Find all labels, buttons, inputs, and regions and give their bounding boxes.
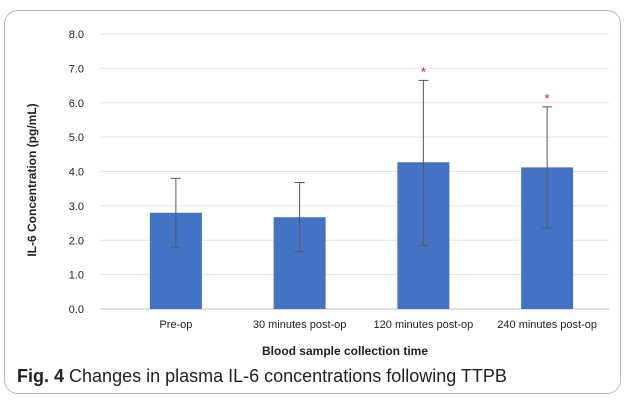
y-tick-label: 6.0 [69, 98, 84, 110]
y-tick-label: 0.0 [69, 304, 84, 316]
x-axis-title: Blood sample collection time [262, 344, 428, 358]
y-tick-label: 7.0 [69, 63, 84, 75]
y-axis-title: IL-6 Concentration (pg/mL) [25, 103, 39, 256]
figure-caption-text: Changes in plasma IL-6 concentrations fo… [69, 366, 507, 386]
x-tick-label: 30 minutes post-op [253, 319, 347, 331]
y-tick-labels: 0.0 1.0 2.0 3.0 4.0 5.0 6.0 7.0 8.0 [69, 29, 84, 316]
y-tick-label: 5.0 [69, 132, 84, 144]
bars [150, 162, 573, 309]
x-tick-label: 120 minutes post-op [374, 319, 474, 331]
significance-marker: * [421, 64, 426, 79]
x-tick-label: 240 minutes post-op [497, 319, 597, 331]
y-tick-label: 2.0 [69, 235, 84, 247]
significance-markers: ** [421, 64, 550, 105]
error-bars [171, 80, 552, 251]
y-tick-label: 3.0 [69, 201, 84, 213]
figure-caption: Fig. 4 Changes in plasma IL-6 concentrat… [17, 366, 507, 387]
figure-label: Fig. 4 [17, 366, 64, 386]
x-tick-labels: Pre-op 30 minutes post-op 120 minutes post… [159, 319, 597, 331]
y-tick-label: 1.0 [69, 270, 84, 282]
y-tick-label: 4.0 [69, 167, 84, 179]
significance-marker: * [545, 91, 550, 106]
y-tick-label: 8.0 [69, 29, 84, 41]
x-tick-label: Pre-op [159, 319, 192, 331]
bar-chart: 0.0 1.0 2.0 3.0 4.0 5.0 6.0 7.0 8.0 Pre-op 30 min… [4, 10, 621, 360]
